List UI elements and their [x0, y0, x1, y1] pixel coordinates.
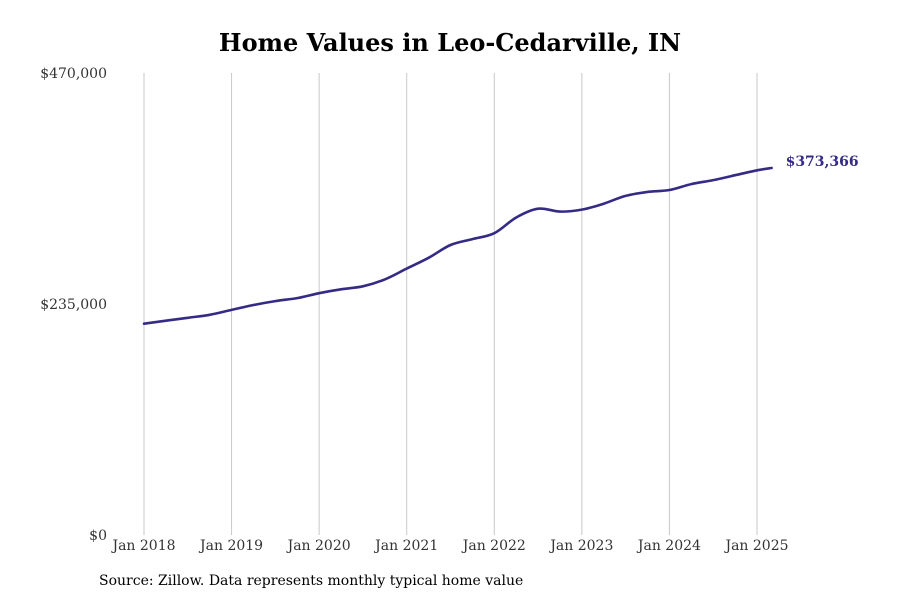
- x-tick-label: Jan 2025: [723, 538, 788, 554]
- x-axis-ticks: Jan 2018 Jan 2019 Jan 2020 Jan 2021 Jan 2022…: [110, 538, 788, 554]
- x-tick-label: Jan 2020: [286, 538, 351, 554]
- x-tick-label: Jan 2019: [198, 538, 263, 554]
- y-tick-label: $0: [89, 528, 107, 544]
- x-tick-label: Jan 2023: [548, 538, 613, 554]
- x-tick-label: Jan 2022: [461, 538, 526, 554]
- chart-title: Home Values in Leo-Cedarville, IN: [218, 28, 682, 57]
- series-layer: [142, 166, 773, 325]
- y-tick-label: $470,000: [40, 66, 107, 82]
- source-note: Source: Zillow. Data represents monthly …: [99, 573, 524, 589]
- x-tick-label: Jan 2018: [110, 538, 175, 554]
- gridlines: [143, 73, 758, 535]
- data-labels: $373,366: [786, 154, 859, 170]
- home-value-line: [142, 166, 773, 325]
- x-tick-label: Jan 2024: [636, 538, 701, 554]
- y-tick-label: $235,000: [40, 297, 107, 313]
- end-value-label: $373,366: [786, 154, 859, 170]
- y-axis-ticks: $0 $235,000 $470,000: [40, 66, 107, 544]
- x-tick-label: Jan 2021: [373, 538, 438, 554]
